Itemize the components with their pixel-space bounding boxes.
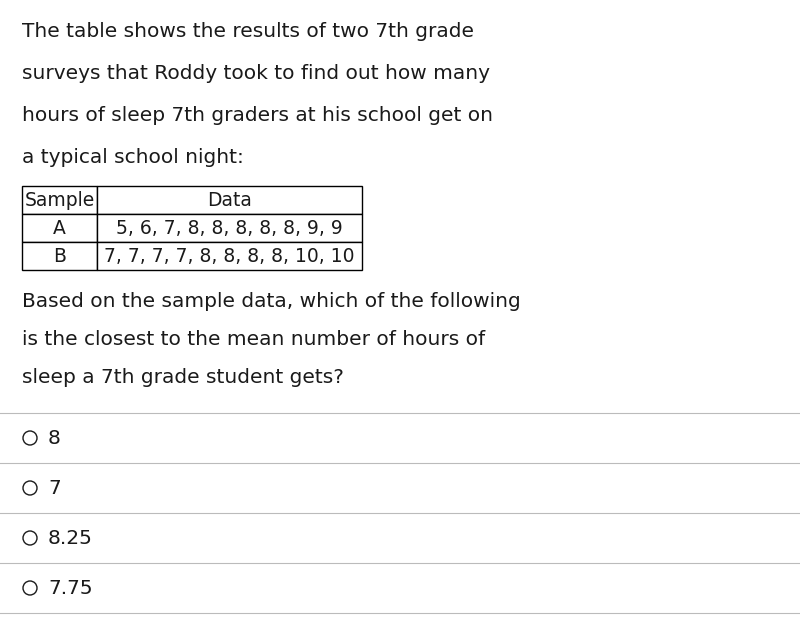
Text: a typical school night:: a typical school night:: [22, 148, 244, 167]
Text: Based on the sample data, which of the following: Based on the sample data, which of the f…: [22, 292, 521, 311]
Text: is the closest to the mean number of hours of: is the closest to the mean number of hou…: [22, 330, 485, 349]
Text: Data: Data: [207, 191, 252, 209]
Bar: [22, 214, 97, 242]
Text: The table shows the results of two 7th grade: The table shows the results of two 7th g…: [22, 22, 474, 41]
Bar: [97, 186, 362, 214]
Bar: [22, 186, 97, 214]
Text: hours of sleep 7th graders at his school get on: hours of sleep 7th graders at his school…: [22, 106, 493, 125]
Text: 5, 6, 7, 8, 8, 8, 8, 8, 9, 9: 5, 6, 7, 8, 8, 8, 8, 8, 9, 9: [116, 219, 343, 237]
Text: sleep a 7th grade student gets?: sleep a 7th grade student gets?: [22, 368, 344, 387]
Text: 8: 8: [48, 429, 61, 447]
Text: B: B: [53, 247, 66, 265]
Circle shape: [23, 481, 37, 495]
Circle shape: [23, 531, 37, 545]
Text: 7, 7, 7, 7, 8, 8, 8, 8, 10, 10: 7, 7, 7, 7, 8, 8, 8, 8, 10, 10: [104, 247, 354, 265]
Text: 8.25: 8.25: [48, 528, 93, 548]
Circle shape: [23, 581, 37, 595]
Bar: [22, 242, 97, 270]
Text: 7.75: 7.75: [48, 579, 93, 597]
Text: 7: 7: [48, 478, 61, 498]
Text: Sample: Sample: [24, 191, 94, 209]
Bar: [97, 242, 362, 270]
Circle shape: [23, 431, 37, 445]
Bar: [97, 214, 362, 242]
Text: A: A: [53, 219, 66, 237]
Text: surveys that Roddy took to find out how many: surveys that Roddy took to find out how …: [22, 64, 490, 83]
